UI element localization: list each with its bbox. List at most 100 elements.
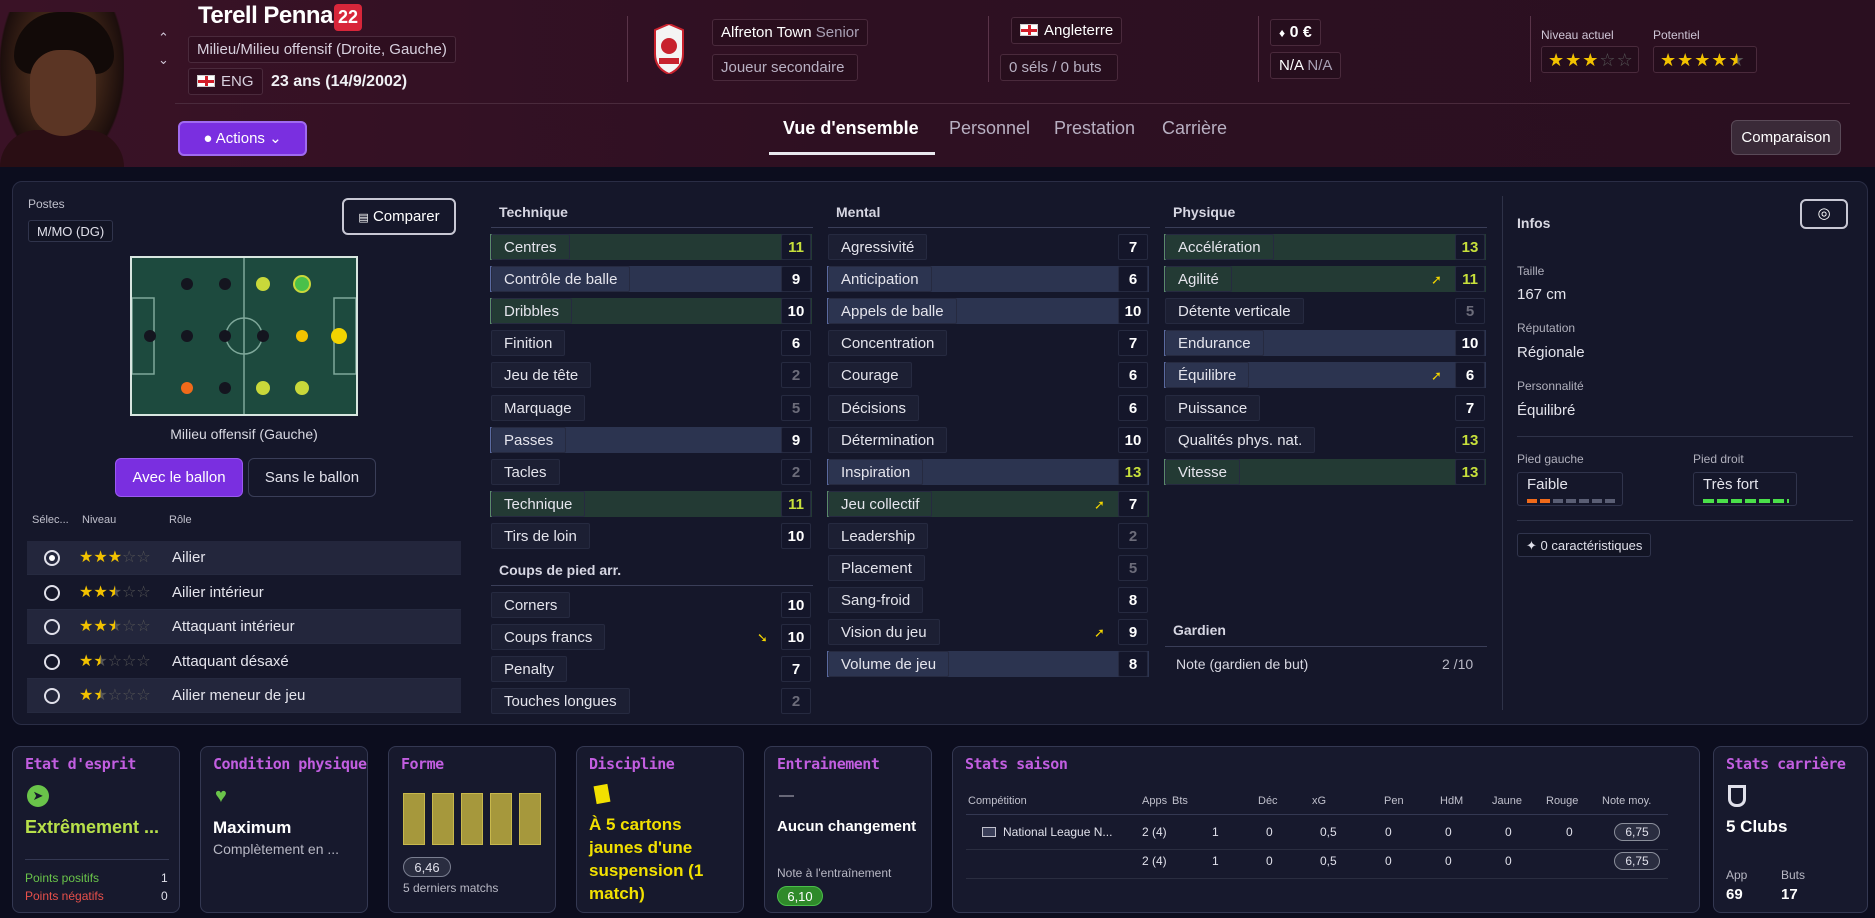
attribute-value: 8 (1118, 651, 1148, 678)
tab-overview[interactable]: Vue d'ensemble (783, 118, 919, 138)
season-col-header: xG (1312, 795, 1327, 807)
attribute-row[interactable]: Volume de jeu 8 (827, 648, 1149, 678)
role-row[interactable]: ★★☆☆☆ Attaquant désaxé (27, 645, 461, 679)
role-row[interactable]: ★★★☆☆ Attaquant intérieur (27, 610, 461, 644)
left-foot-box: Faible (1517, 472, 1623, 506)
tab-personal[interactable]: Personnel (949, 118, 1031, 138)
season-cell: 6,75 (1614, 852, 1660, 870)
attribute-value: 11 (1455, 266, 1485, 293)
attribute-row[interactable]: Décisions 6 (828, 392, 1148, 422)
attribute-row[interactable]: Jeu de tête 2 (491, 359, 811, 389)
career-stats-card[interactable]: Stats carrière 5 Clubs App 69 Buts 17 (1713, 746, 1868, 913)
role-radio[interactable] (44, 619, 60, 635)
compare-button[interactable]: ▤ Comparer (342, 198, 456, 235)
previous-player-icon[interactable]: ⌃ (158, 30, 169, 45)
attribute-row[interactable]: Coups francs ➘ 10 (491, 621, 811, 651)
attribute-row[interactable]: Leadership 2 (828, 520, 1148, 550)
attribute-row[interactable]: Équilibre ➚ 6 (1164, 359, 1486, 389)
tab-career[interactable]: Carrière (1162, 118, 1228, 138)
attribute-row[interactable]: Passes 9 (490, 424, 812, 454)
role-row[interactable]: ★★★☆☆ Ailier (27, 541, 461, 575)
actions-button[interactable]: ● Actions ⌄ (178, 121, 307, 156)
traits-chip[interactable]: ✦ 0 caractéristiques (1517, 533, 1652, 557)
attribute-row[interactable]: Agilité ➚ 11 (1164, 263, 1486, 293)
attribute-name: Coups francs (491, 624, 606, 651)
attribute-row[interactable]: Vitesse 13 (1164, 456, 1486, 486)
with-ball-button[interactable]: Avec le ballon (115, 458, 243, 497)
setpieces-header: Coups de pied arr. (499, 562, 622, 578)
attribute-value: 10 (781, 624, 811, 651)
attribute-row[interactable]: Tacles 2 (491, 456, 811, 486)
attribute-row[interactable]: Corners 10 (491, 589, 811, 619)
role-row[interactable]: ★★☆☆☆ Ailier meneur de jeu (27, 679, 461, 713)
attribute-row[interactable]: Courage 6 (828, 359, 1148, 389)
tab-performance[interactable]: Prestation (1054, 118, 1136, 138)
role-radio[interactable] (44, 653, 60, 670)
attribute-row[interactable]: Technique 11 (490, 488, 812, 518)
nationality-chip: ENG (188, 68, 263, 95)
attribute-row[interactable]: Endurance 10 (1164, 327, 1486, 357)
country-chip[interactable]: Angleterre (1011, 17, 1123, 44)
attribute-value: 9 (1118, 619, 1148, 646)
season-cell: 0,5 (1320, 825, 1337, 839)
attribute-row[interactable]: Vision du jeu ➚ 9 (828, 616, 1148, 646)
wage-chip: N/A N/A (1270, 52, 1342, 79)
attribute-row[interactable]: Penalty 7 (491, 653, 811, 683)
attribute-row[interactable]: Détente verticale 5 (1165, 295, 1485, 325)
attribute-row[interactable]: Concentration 7 (828, 327, 1148, 357)
form-card[interactable]: Forme 6,46 5 derniers matchs (388, 746, 556, 913)
person-icon: ● (203, 130, 213, 147)
attribute-row[interactable]: Qualités phys. nat. 13 (1165, 424, 1485, 454)
attribute-row[interactable]: Tirs de loin 10 (491, 520, 811, 550)
morale-icon: ➤ (27, 785, 49, 807)
attribute-row[interactable]: Puissance 7 (1165, 392, 1485, 422)
role-radio[interactable] (44, 584, 60, 601)
role-row[interactable]: ★★★☆☆ Ailier intérieur (27, 576, 461, 610)
season-col-header: HdM (1440, 795, 1464, 807)
attribute-row[interactable]: Finition 6 (491, 327, 811, 357)
season-stats-card[interactable]: Stats saison (952, 746, 1700, 913)
position-dots (144, 275, 347, 395)
role-radio[interactable] (44, 550, 60, 566)
attribute-row[interactable]: Appels de balle 10 (827, 295, 1149, 325)
attribute-row[interactable]: Inspiration 13 (827, 456, 1149, 486)
personality-value: Équilibré (1517, 402, 1576, 419)
season-cell: 0 (1505, 854, 1512, 868)
next-player-icon[interactable]: ⌄ (158, 52, 169, 67)
attribute-row[interactable]: Détermination 10 (828, 424, 1148, 454)
attribute-name: Accélération (1165, 234, 1274, 260)
morale-card[interactable]: Etat d'esprit ➤ Extrêmement ... Points p… (12, 746, 180, 913)
attribute-row[interactable]: Jeu collectif ➚ 7 (827, 488, 1149, 518)
attribute-row[interactable]: Marquage 5 (491, 392, 811, 422)
attribute-row[interactable]: Accélération 13 (1164, 231, 1486, 261)
role-name: Attaquant désaxé (172, 652, 289, 670)
attribute-row[interactable]: Agressivité 7 (828, 231, 1148, 261)
mental-header: Mental (836, 204, 881, 220)
attribute-row[interactable]: Sang-froid 8 (828, 584, 1148, 614)
attribute-value: 6 (1118, 266, 1148, 293)
season-cell: 6,75 (1614, 823, 1660, 841)
attribute-value: 9 (781, 426, 811, 453)
attribute-row[interactable]: Placement 5 (828, 552, 1148, 582)
condition-card[interactable]: Condition physique ♥ Maximum Complètemen… (200, 746, 368, 913)
comparison-button[interactable]: Comparaison (1731, 120, 1841, 155)
profile-icon[interactable]: ◎ (1800, 199, 1848, 229)
attribute-row[interactable]: Contrôle de balle 9 (490, 263, 812, 293)
attribute-value: 10 (1455, 330, 1485, 357)
training-card[interactable]: Entrainement — Aucun changement Note à l… (764, 746, 932, 913)
reputation-label: Réputation (1517, 321, 1576, 335)
club-crest-icon[interactable] (651, 22, 687, 76)
attribute-row[interactable]: Touches longues 2 (491, 685, 811, 715)
career-goals-value: 17 (1781, 886, 1798, 903)
attribute-row[interactable]: Anticipation 6 (827, 263, 1149, 293)
discipline-card[interactable]: Discipline À 5 cartons jaunes d'une susp… (576, 746, 744, 913)
role-radio[interactable] (44, 688, 60, 704)
attribute-name: Équilibre (1165, 362, 1250, 389)
role-name: Ailier intérieur (172, 583, 264, 601)
attribute-row[interactable]: Dribbles 10 (490, 295, 812, 325)
without-ball-button[interactable]: Sans le ballon (248, 458, 376, 497)
club-chip[interactable]: Alfreton Town Senior (712, 19, 869, 46)
role-name: Ailier meneur de jeu (172, 687, 306, 704)
negative-points-value: 0 (161, 889, 168, 903)
attribute-row[interactable]: Centres 11 (490, 231, 812, 261)
